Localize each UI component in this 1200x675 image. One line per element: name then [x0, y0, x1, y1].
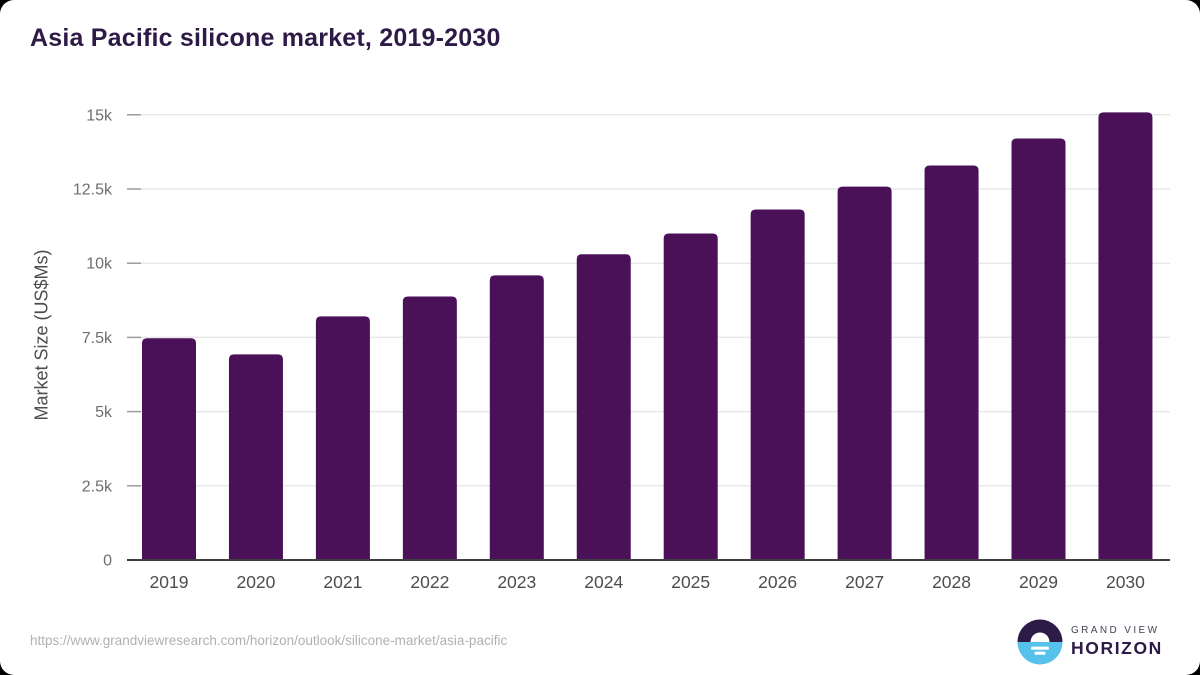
bar-2022[interactable]: [402, 296, 457, 560]
bar-2027[interactable]: [837, 186, 892, 560]
x-tick-label-2030: 2030: [1106, 572, 1145, 592]
y-tick-label-2.5k: 2.5k: [82, 478, 113, 495]
y-tick-label-15k: 15k: [86, 107, 113, 124]
logo-reflection-line-2: [1034, 651, 1046, 655]
chart-title: Asia Pacific silicone market, 2019-2030: [30, 24, 501, 52]
logo-sun-icon: [1030, 632, 1050, 642]
logo-sky: [1017, 619, 1063, 642]
x-tick-label-2023: 2023: [497, 572, 536, 592]
y-tick-label-0: 0: [103, 553, 112, 570]
x-tick-label-2021: 2021: [323, 572, 362, 592]
x-tick-label-2019: 2019: [150, 572, 189, 592]
x-tick-label-2025: 2025: [671, 572, 710, 592]
bar-2026[interactable]: [750, 209, 805, 561]
y-tick-label-10k: 10k: [86, 256, 113, 273]
logo-horizon-label: HORIZON: [1071, 638, 1163, 658]
x-tick-label-2022: 2022: [410, 572, 449, 592]
bar-2023[interactable]: [489, 275, 544, 560]
bar-2030[interactable]: [1098, 112, 1153, 560]
y-tick-label-5k: 5k: [95, 404, 113, 421]
bar-2025[interactable]: [663, 233, 718, 560]
bar-2020[interactable]: [228, 354, 283, 560]
bar-2019[interactable]: [142, 338, 196, 560]
x-tick-label-2029: 2029: [1019, 572, 1058, 592]
x-tick-label-2026: 2026: [758, 572, 797, 592]
y-axis-title: Market Size (US$Ms): [31, 249, 52, 421]
logo-reflection-line-1: [1031, 646, 1049, 650]
x-tick-label-2027: 2027: [845, 572, 884, 592]
bar-2029[interactable]: [1011, 138, 1066, 560]
horizon-logo-icon: [1017, 619, 1063, 665]
logo-grand-view-label: GRAND VIEW: [1071, 625, 1160, 636]
y-tick-label-7.5k: 7.5k: [82, 330, 113, 347]
x-tick-label-2020: 2020: [236, 572, 275, 592]
bar-2028[interactable]: [924, 165, 979, 560]
x-tick-label-2028: 2028: [932, 572, 971, 592]
bar-2024[interactable]: [576, 254, 631, 560]
x-tick-label-2024: 2024: [584, 572, 623, 592]
source-url[interactable]: https://www.grandviewresearch.com/horizo…: [30, 633, 508, 648]
brand-logo[interactable]: GRAND VIEW HORIZON: [1017, 619, 1163, 665]
y-tick-label-12.5k: 12.5k: [73, 182, 113, 199]
bar-2021[interactable]: [315, 316, 370, 560]
